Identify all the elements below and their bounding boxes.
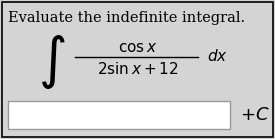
Text: $\cos x$: $\cos x$ [118,40,158,55]
Text: $+C$: $+C$ [240,106,270,124]
Bar [8,101,230,129]
Text: Evaluate the indefinite integral.: Evaluate the indefinite integral. [8,11,245,25]
Text: $2\sin x + 12$: $2\sin x + 12$ [97,61,179,77]
Text: $\int$: $\int$ [38,33,66,91]
Text: $dx$: $dx$ [207,48,228,64]
